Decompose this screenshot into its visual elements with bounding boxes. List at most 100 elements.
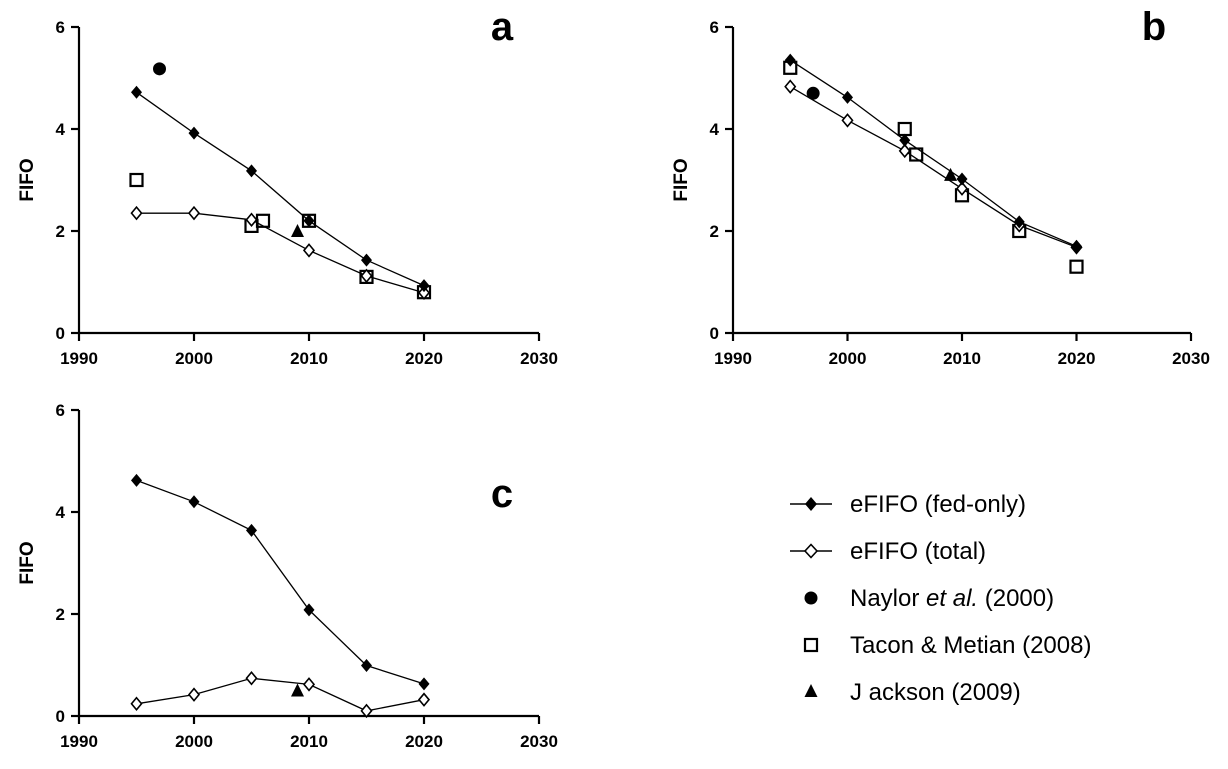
y-axis-title: FIFO [671, 158, 692, 201]
data-point-total [245, 212, 258, 228]
x-tick-label: 2000 [175, 732, 213, 751]
y-tick-label: 4 [710, 120, 720, 139]
data-point-fed [188, 126, 200, 140]
y-tick-label: 6 [56, 401, 65, 420]
data-point-total [130, 205, 143, 221]
legend-label-tacon: Tacon & Metian (2008) [850, 632, 1091, 659]
x-tick-label: 2020 [405, 349, 443, 368]
chart-panel-c: 1990 2000 2010 2020 2030 0 2 4 6 FIFO c [17, 401, 558, 751]
data-point-fed [418, 677, 430, 691]
legend-swatch-tacon-marker [803, 637, 819, 653]
y-tick-label: 0 [56, 324, 65, 343]
data-point-total [360, 268, 373, 284]
data-point-fed [131, 473, 142, 487]
legend-entry-fed: eFIFO (fed-only) [790, 491, 1026, 518]
data-point-total [955, 181, 969, 196]
data-point-jackson [291, 683, 304, 697]
data-point-tacon [1069, 259, 1084, 274]
chart-panel-a: 1990 2000 2010 2020 2030 0 2 4 6 FIFO a [17, 5, 558, 368]
data-point-fed [361, 659, 372, 673]
data-point-total [360, 703, 373, 719]
data-point-fed [842, 90, 853, 104]
panel-letter: c [491, 472, 513, 516]
y-tick-label: 0 [56, 707, 65, 726]
data-point-fed [246, 523, 257, 537]
x-tick-label: 2020 [405, 732, 443, 751]
y-tick-label: 2 [56, 605, 65, 624]
y-tick-label: 2 [710, 222, 719, 241]
data-point-fed [956, 172, 968, 186]
x-tick-label: 2000 [175, 349, 213, 368]
data-point-total [784, 79, 797, 94]
data-point-fed [418, 279, 430, 293]
y-tick-label: 2 [56, 222, 65, 241]
data-point-fed [303, 603, 315, 617]
data-point-fed [246, 164, 257, 178]
data-point-fed [303, 214, 315, 228]
data-point-fed [1013, 215, 1025, 229]
series-line-fed [789, 59, 1077, 247]
y-tick-label: 0 [710, 324, 719, 343]
y-tick-label: 6 [56, 18, 65, 37]
y-axis-title: FIFO [17, 541, 38, 584]
panel-letter: a [491, 5, 514, 49]
chart-panel-b: 1990 2000 2010 2020 2030 0 2 4 6 FIFO b [671, 5, 1210, 368]
series-line-total [789, 86, 1077, 248]
legend-label-naylor-italic: et al. [926, 585, 978, 612]
legend-swatch-total-marker [803, 543, 819, 559]
data-point-total [302, 677, 316, 692]
data-point-total [417, 285, 431, 300]
legend-label-fed: eFIFO (fed-only) [850, 491, 1026, 518]
data-point-tacon [897, 121, 912, 137]
data-point-fed [1071, 239, 1082, 253]
data-point-fed [784, 53, 796, 67]
data-point-total [841, 113, 854, 128]
legend-entry-total: eFIFO (total) [790, 538, 986, 565]
data-point-total [417, 692, 431, 707]
y-tick-label: 4 [56, 120, 66, 139]
x-tick-label: 2020 [1058, 349, 1096, 368]
x-tick-label: 2030 [1172, 349, 1210, 368]
y-axis-title: FIFO [17, 158, 38, 201]
panel-letter: b [1142, 5, 1166, 49]
x-tick-label: 2010 [290, 732, 328, 751]
legend: eFIFO (fed-only) eFIFO (total) Naylor et… [790, 491, 1091, 706]
data-point-total [898, 143, 911, 159]
series-line-total [136, 212, 425, 294]
data-point-naylor [153, 62, 166, 76]
data-point-jackson [291, 224, 304, 237]
data-point-total [302, 243, 316, 258]
legend-label-naylor: Naylor et al. (2000) [850, 585, 1054, 612]
data-point-total [187, 687, 201, 702]
x-tick-label: 2010 [290, 349, 328, 368]
data-point-tacon [255, 213, 271, 228]
legend-label-jackson: J ackson (2009) [850, 679, 1021, 706]
series-line-fed [136, 479, 425, 685]
legend-entry-jackson: J ackson (2009) [804, 679, 1021, 706]
data-point-jackson [944, 167, 958, 181]
x-tick-label: 2030 [520, 349, 558, 368]
legend-swatch-naylor-marker [804, 591, 818, 605]
data-point-total [245, 671, 258, 686]
y-tick-label: 6 [710, 18, 719, 37]
x-tick-label: 1990 [60, 349, 98, 368]
data-point-total [130, 696, 143, 712]
data-point-total [187, 205, 201, 221]
legend-label-naylor-name: Naylor [850, 585, 926, 612]
data-point-fed [131, 85, 142, 99]
data-point-tacon [129, 172, 144, 188]
x-tick-label: 2000 [829, 349, 867, 368]
legend-swatch-fed-marker [805, 497, 817, 511]
x-tick-label: 2010 [943, 349, 981, 368]
legend-entry-naylor: Naylor et al. (2000) [804, 585, 1054, 612]
y-tick-label: 4 [56, 503, 66, 522]
x-tick-label: 2030 [520, 732, 558, 751]
data-point-naylor [806, 86, 820, 100]
data-point-tacon [909, 147, 924, 162]
x-tick-label: 1990 [714, 349, 752, 368]
series-line-fed [136, 91, 425, 287]
data-point-fed [188, 495, 200, 509]
data-point-fed [899, 133, 911, 147]
